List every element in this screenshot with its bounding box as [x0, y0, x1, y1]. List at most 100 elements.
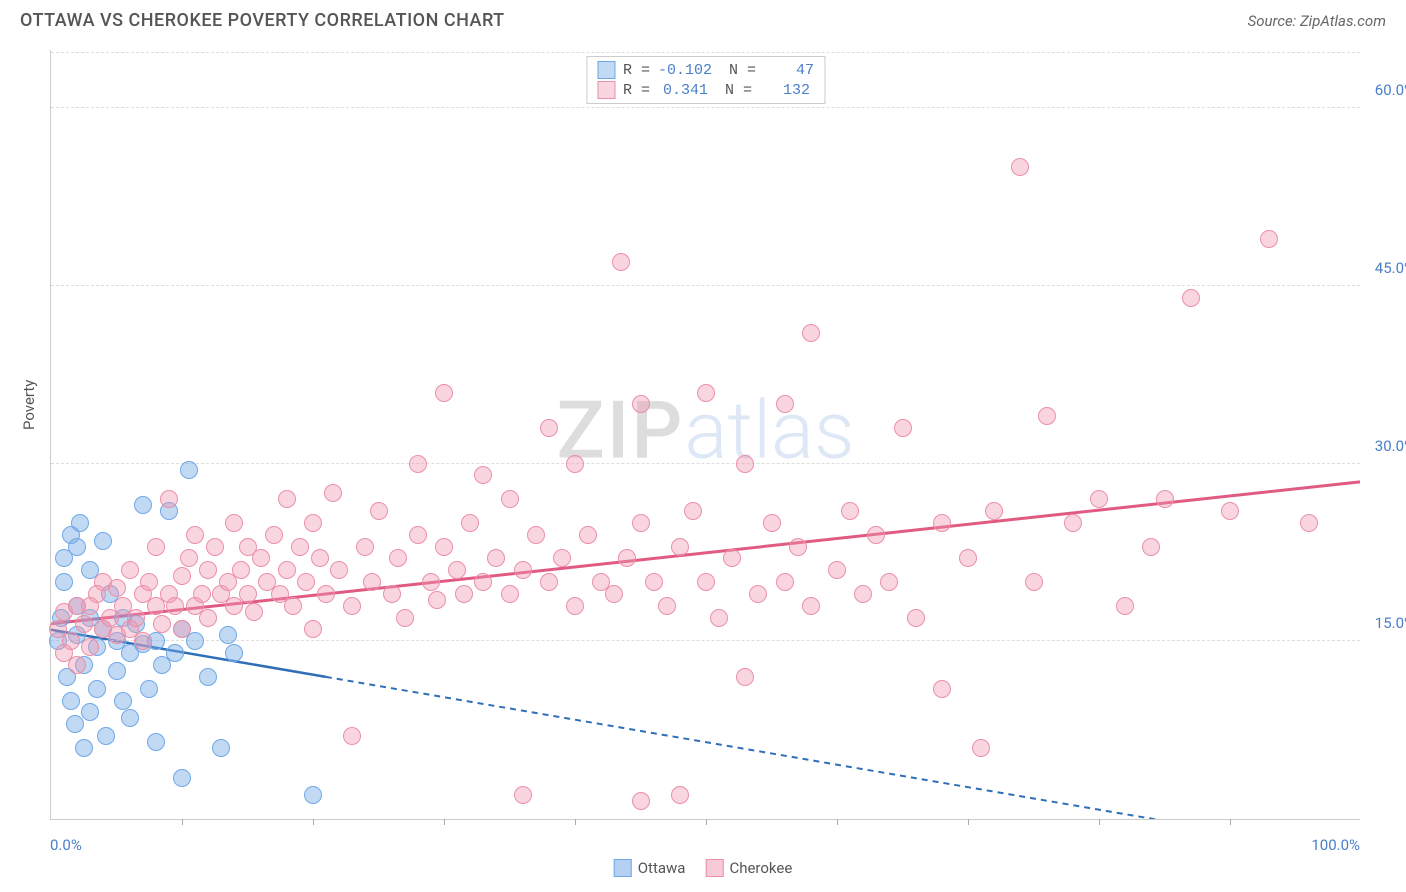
y-tick-label: 60.0% — [1375, 81, 1406, 99]
data-point — [1182, 289, 1200, 307]
data-point — [435, 538, 453, 556]
data-point — [697, 384, 715, 402]
gridline — [51, 52, 1360, 53]
data-point — [933, 680, 951, 698]
data-point — [108, 579, 126, 597]
legend-swatch — [705, 859, 723, 877]
data-point — [972, 739, 990, 757]
data-point — [1064, 514, 1082, 532]
data-point — [370, 502, 388, 520]
data-point — [1116, 597, 1134, 615]
x-tick — [575, 819, 576, 825]
data-point — [487, 549, 505, 567]
data-point — [356, 538, 374, 556]
data-point — [252, 549, 270, 567]
data-point — [723, 549, 741, 567]
data-point — [134, 496, 152, 514]
trend-line-dashed — [326, 677, 1360, 819]
scatter-chart: ZIPatlas R = -0.102 N = 47 R = 0.341 N =… — [50, 50, 1360, 820]
data-point — [75, 615, 93, 633]
data-point — [97, 727, 115, 745]
data-point — [173, 769, 191, 787]
data-point — [1142, 538, 1160, 556]
data-point — [330, 561, 348, 579]
gridline — [51, 107, 1360, 108]
data-point — [121, 709, 139, 727]
data-point — [1090, 490, 1108, 508]
data-point — [985, 502, 1003, 520]
data-point — [776, 573, 794, 591]
data-point — [1300, 514, 1318, 532]
data-point — [828, 561, 846, 579]
data-point — [671, 538, 689, 556]
data-point — [894, 419, 912, 437]
data-point — [461, 514, 479, 532]
data-point — [94, 532, 112, 550]
n-value-cherokee: 132 — [760, 82, 810, 99]
data-point — [297, 573, 315, 591]
data-point — [618, 549, 636, 567]
data-point — [180, 549, 198, 567]
data-point — [265, 526, 283, 544]
x-tick — [1230, 819, 1231, 825]
data-point — [55, 573, 73, 591]
r-label: R = — [623, 82, 650, 99]
x-tick — [1099, 819, 1100, 825]
x-tick — [182, 819, 183, 825]
data-point — [186, 526, 204, 544]
data-point — [933, 514, 951, 532]
x-tick — [706, 819, 707, 825]
swatch-cherokee — [597, 81, 615, 99]
data-point — [304, 514, 322, 532]
x-tick — [313, 819, 314, 825]
data-point — [671, 786, 689, 804]
gridline — [51, 640, 1360, 641]
data-point — [239, 585, 257, 603]
data-point — [422, 573, 440, 591]
data-point — [514, 561, 532, 579]
data-point — [311, 549, 329, 567]
correlation-legend: R = -0.102 N = 47 R = 0.341 N = 132 — [586, 56, 825, 104]
data-point — [88, 680, 106, 698]
data-point — [199, 561, 217, 579]
data-point — [232, 561, 250, 579]
series-legend: OttawaCherokee — [614, 859, 793, 877]
data-point — [802, 324, 820, 342]
x-tick — [837, 819, 838, 825]
data-point — [343, 597, 361, 615]
r-value-ottawa: -0.102 — [658, 62, 712, 79]
data-point — [127, 609, 145, 627]
data-point — [632, 514, 650, 532]
n-label: N = — [720, 62, 756, 79]
data-point — [173, 567, 191, 585]
data-point — [1011, 158, 1029, 176]
data-point — [206, 538, 224, 556]
data-point — [396, 609, 414, 627]
data-point — [645, 573, 663, 591]
data-point — [1260, 230, 1278, 248]
data-point — [219, 626, 237, 644]
data-point — [455, 585, 473, 603]
data-point — [71, 514, 89, 532]
data-point — [173, 620, 191, 638]
trend-lines — [51, 50, 1360, 819]
data-point — [632, 792, 650, 810]
legend-row-cherokee: R = 0.341 N = 132 — [597, 81, 814, 99]
data-point — [68, 538, 86, 556]
data-point — [153, 615, 171, 633]
data-point — [81, 703, 99, 721]
data-point — [409, 526, 427, 544]
data-point — [605, 585, 623, 603]
data-point — [566, 455, 584, 473]
data-point — [501, 490, 519, 508]
x-axis-min-label: 0.0% — [50, 836, 82, 854]
data-point — [278, 490, 296, 508]
data-point — [160, 490, 178, 508]
data-point — [291, 538, 309, 556]
data-point — [324, 484, 342, 502]
data-point — [75, 739, 93, 757]
data-point — [180, 461, 198, 479]
data-point — [789, 538, 807, 556]
data-point — [540, 573, 558, 591]
n-label: N = — [716, 82, 752, 99]
